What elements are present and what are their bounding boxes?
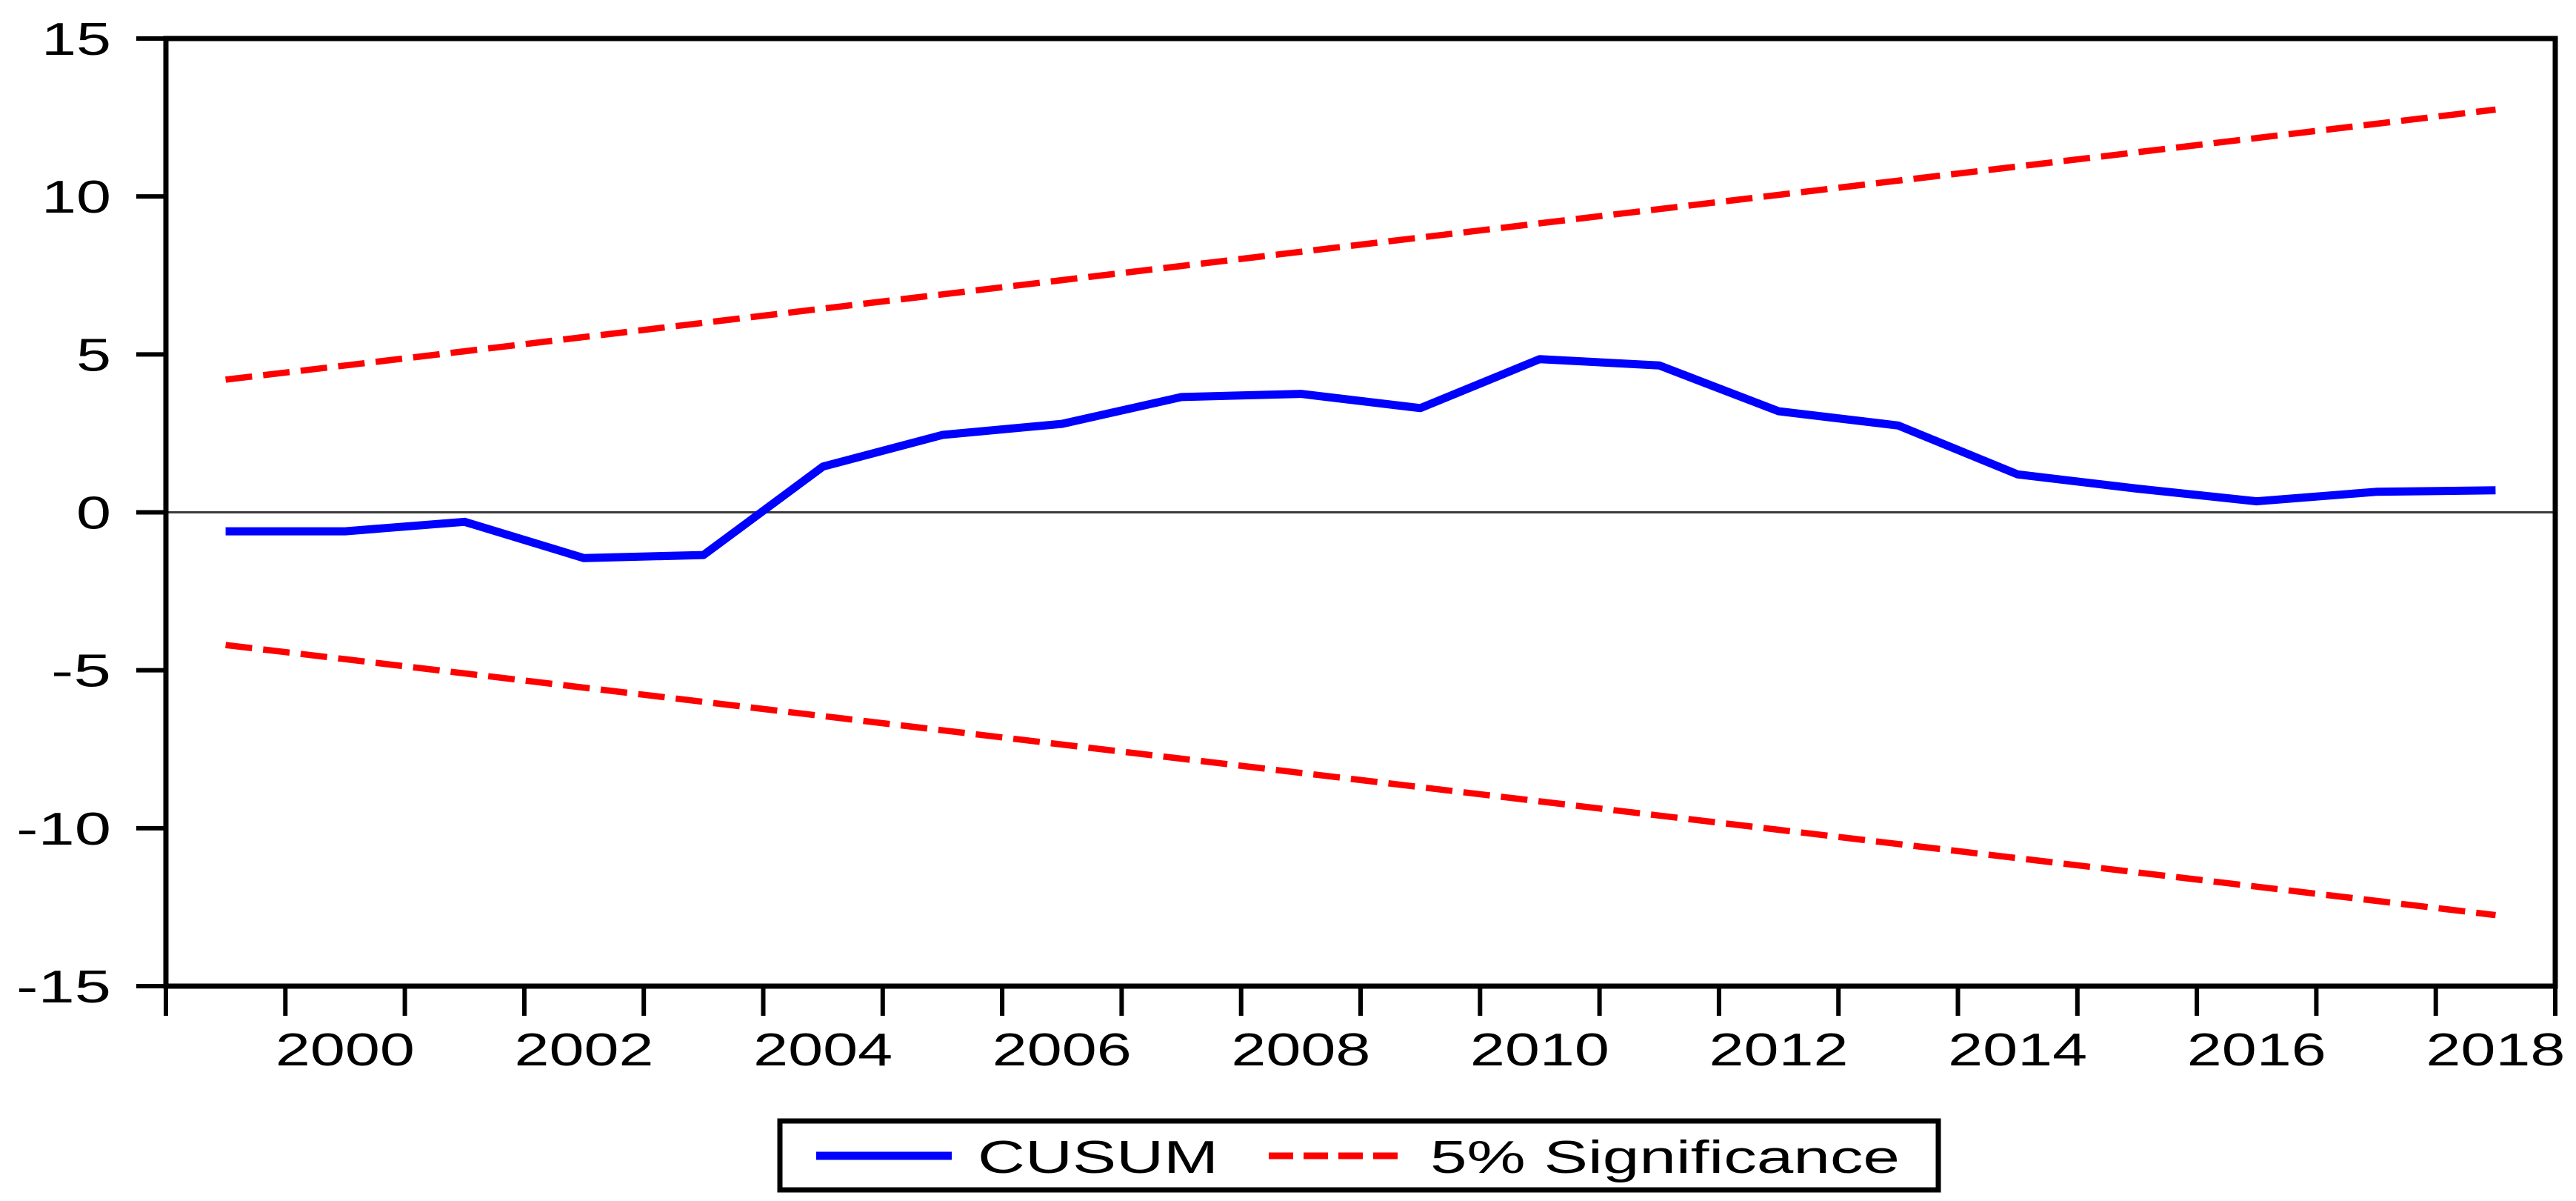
x-axis-tick-label: 2018 xyxy=(2426,1025,2565,1076)
significance-lower-line xyxy=(225,642,2496,919)
y-axis-tick-label: -5 xyxy=(51,646,111,697)
legend-box xyxy=(777,1118,1941,1193)
x-axis-tick-label: 2014 xyxy=(1948,1025,2087,1076)
x-axis-tick-label: 2002 xyxy=(515,1025,654,1076)
chart-legend: CUSUM 5% Significance xyxy=(777,1118,1941,1193)
cusum-line xyxy=(225,355,2496,562)
y-axis-tick-label: -15 xyxy=(16,962,111,1013)
x-axis-tick-label: 2004 xyxy=(753,1025,892,1076)
y-axis-tick-label: 10 xyxy=(41,172,111,223)
y-axis-tick-label: 15 xyxy=(41,14,111,65)
y-axis-tick-label: 5 xyxy=(76,330,111,381)
plot-area: 15 10 5 0 -5 -10 -15 2000 2002 2004 2006 2008 2010 20… xyxy=(16,14,2565,1076)
legend-cusum-label: CUSUM xyxy=(978,1132,1218,1183)
x-axis-tick-label: 2016 xyxy=(2187,1025,2326,1076)
y-axis-tick-label: -10 xyxy=(16,804,111,855)
legend-significance-label: 5% Significance xyxy=(1430,1132,1900,1183)
x-axis-tick-label: 2010 xyxy=(1470,1025,1609,1076)
x-axis-tick-label: 2006 xyxy=(992,1025,1132,1076)
x-axis-tick-label: 2012 xyxy=(1709,1025,1849,1076)
x-axis-tick-label: 2000 xyxy=(276,1025,415,1076)
y-axis-tick-label: 0 xyxy=(76,488,111,539)
significance-upper-line xyxy=(225,106,2496,383)
x-axis-tick-label: 2008 xyxy=(1231,1025,1370,1076)
